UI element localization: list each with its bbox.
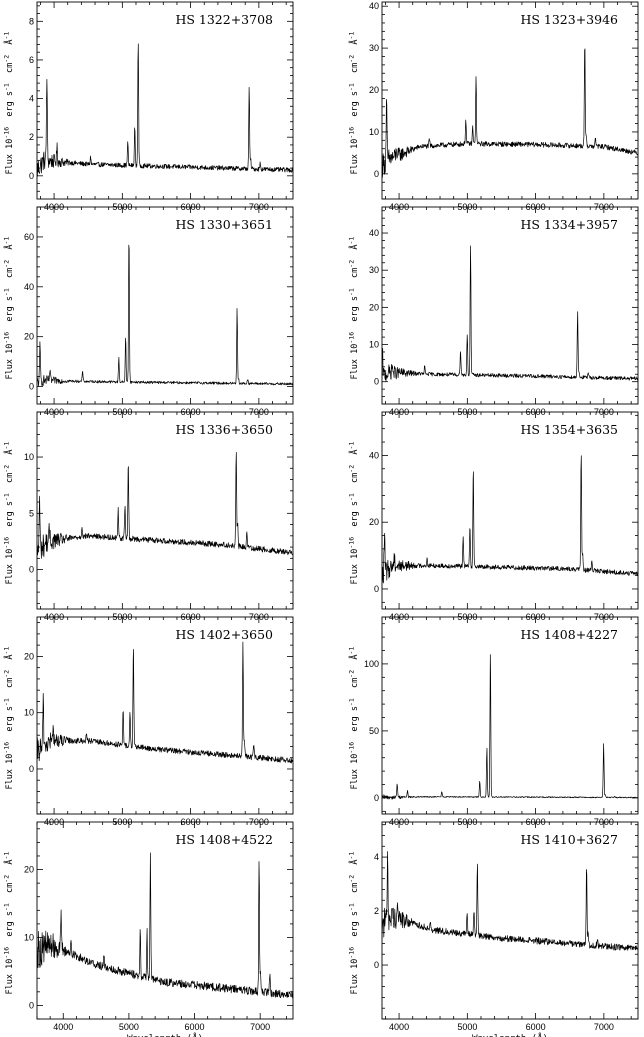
object-name: HS 1334+3957	[520, 217, 618, 232]
x-tick-label: 5000	[119, 1022, 139, 1032]
y-tick-label: 2	[29, 132, 34, 142]
y-tick-label: 0	[374, 584, 379, 594]
y-tick-label: 8	[29, 16, 34, 26]
y-tick-label: 0	[29, 1000, 34, 1010]
plot-frame	[36, 206, 294, 405]
y-tick-label: 10	[24, 452, 34, 462]
y-tick-label: 0	[374, 377, 379, 387]
y-axis-label: Flux 10-16 erg s-1 cm-2 Å-1	[3, 847, 16, 995]
y-tick-label: 40	[369, 450, 379, 460]
y-tick-label: 40	[24, 282, 34, 292]
plot-frame	[36, 411, 294, 610]
y-tick-label: 10	[369, 340, 379, 350]
y-tick-label: 0	[374, 169, 379, 179]
series-spectrum	[37, 852, 293, 999]
x-tick-label: 6000	[185, 1022, 205, 1032]
x-tick-label: 4000	[53, 1022, 73, 1032]
x-tick-label: 4000	[389, 1022, 409, 1032]
y-tick-label: 6	[29, 55, 34, 65]
y-tick-label: 10	[24, 708, 34, 718]
object-name: HS 1336+3650	[175, 422, 273, 437]
y-axis-label: Flux 10-16 erg s-1 cm-2 Å-1	[3, 27, 16, 175]
plot-frame	[36, 1, 294, 200]
x-tick-label: 5000	[457, 1022, 477, 1032]
y-tick-label: 0	[29, 382, 34, 392]
plot-frame	[381, 206, 639, 405]
y-tick-label: 20	[369, 85, 379, 95]
object-name: HS 1354+3635	[520, 422, 618, 437]
y-tick-label: 0	[374, 960, 379, 970]
y-tick-label: 20	[369, 517, 379, 527]
spectrum-panel: 4000 5000 6000 7000 0 10 20 HS 1408+4522 Flux 10…	[3, 821, 294, 1037]
y-tick-label: 0	[29, 171, 34, 181]
series-spectrum	[382, 245, 638, 382]
series-spectrum	[382, 851, 638, 951]
y-tick-label: 30	[369, 43, 379, 53]
x-axis-label: Wavelength (Å)	[472, 1032, 548, 1037]
y-tick-label: 0	[29, 565, 34, 575]
series-spectrum	[37, 641, 293, 764]
y-tick-label: 2	[374, 906, 379, 916]
object-name: HS 1402+3650	[175, 627, 273, 642]
series-spectrum	[382, 48, 638, 178]
object-name: HS 1408+4227	[520, 627, 618, 642]
y-tick-label: 20	[24, 332, 34, 342]
plot-frame	[381, 411, 639, 610]
y-tick-label: 4	[29, 94, 34, 104]
series-spectrum	[37, 451, 293, 559]
x-tick-label: 7000	[594, 1022, 614, 1032]
y-axis-label: Flux 10-16 erg s-1 cm-2 Å-1	[348, 232, 361, 380]
y-tick-label: 0	[374, 793, 379, 803]
y-tick-label: 10	[369, 127, 379, 137]
y-tick-label: 4	[374, 852, 379, 862]
y-axis-label: Flux 10-16 erg s-1 cm-2 Å-1	[348, 27, 361, 175]
y-tick-label: 30	[369, 265, 379, 275]
y-tick-label: 20	[24, 865, 34, 875]
y-axis-label: Flux 10-16 erg s-1 cm-2 Å-1	[348, 847, 361, 995]
x-tick-label: 6000	[526, 1022, 546, 1032]
object-name: HS 1322+3708	[175, 12, 273, 27]
series-spectrum	[382, 455, 638, 584]
y-tick-label: 20	[369, 302, 379, 312]
series-spectrum	[382, 654, 638, 800]
y-tick-label: 60	[24, 232, 34, 242]
y-tick-label: 0	[29, 764, 34, 774]
series-spectrum	[37, 244, 293, 387]
object-name: HS 1410+3627	[520, 832, 618, 847]
plot-frame	[381, 821, 639, 1020]
plot-frame	[36, 616, 294, 815]
y-tick-label: 50	[369, 726, 379, 736]
x-axis-label: Wavelength (Å)	[127, 1032, 203, 1037]
x-tick-label: 7000	[250, 1022, 270, 1032]
y-tick-label: 40	[369, 1, 379, 11]
object-name: HS 1408+4522	[175, 832, 273, 847]
y-axis-label: Flux 10-16 erg s-1 cm-2 Å-1	[348, 437, 361, 585]
y-tick-label: 40	[369, 228, 379, 238]
object-name: HS 1323+3946	[520, 12, 618, 27]
plot-frame	[381, 616, 639, 815]
y-axis-label: Flux 10-16 erg s-1 cm-2 Å-1	[3, 232, 16, 380]
y-axis-label: Flux 10-16 erg s-1 cm-2 Å-1	[348, 642, 361, 790]
spectrum-panel: 4000 5000 6000 7000 0 2 4 HS 1410+3627 Flux 10-1…	[348, 821, 639, 1037]
y-tick-label: 100	[364, 659, 379, 669]
y-tick-label: 10	[24, 932, 34, 942]
plot-frame	[381, 1, 639, 200]
y-tick-label: 5	[29, 508, 34, 518]
object-name: HS 1330+3651	[175, 217, 273, 232]
y-axis-label: Flux 10-16 erg s-1 cm-2 Å-1	[3, 437, 16, 585]
plot-frame	[36, 821, 294, 1020]
y-tick-label: 20	[24, 651, 34, 661]
y-axis-label: Flux 10-16 erg s-1 cm-2 Å-1	[3, 642, 16, 790]
series-spectrum	[37, 43, 293, 177]
